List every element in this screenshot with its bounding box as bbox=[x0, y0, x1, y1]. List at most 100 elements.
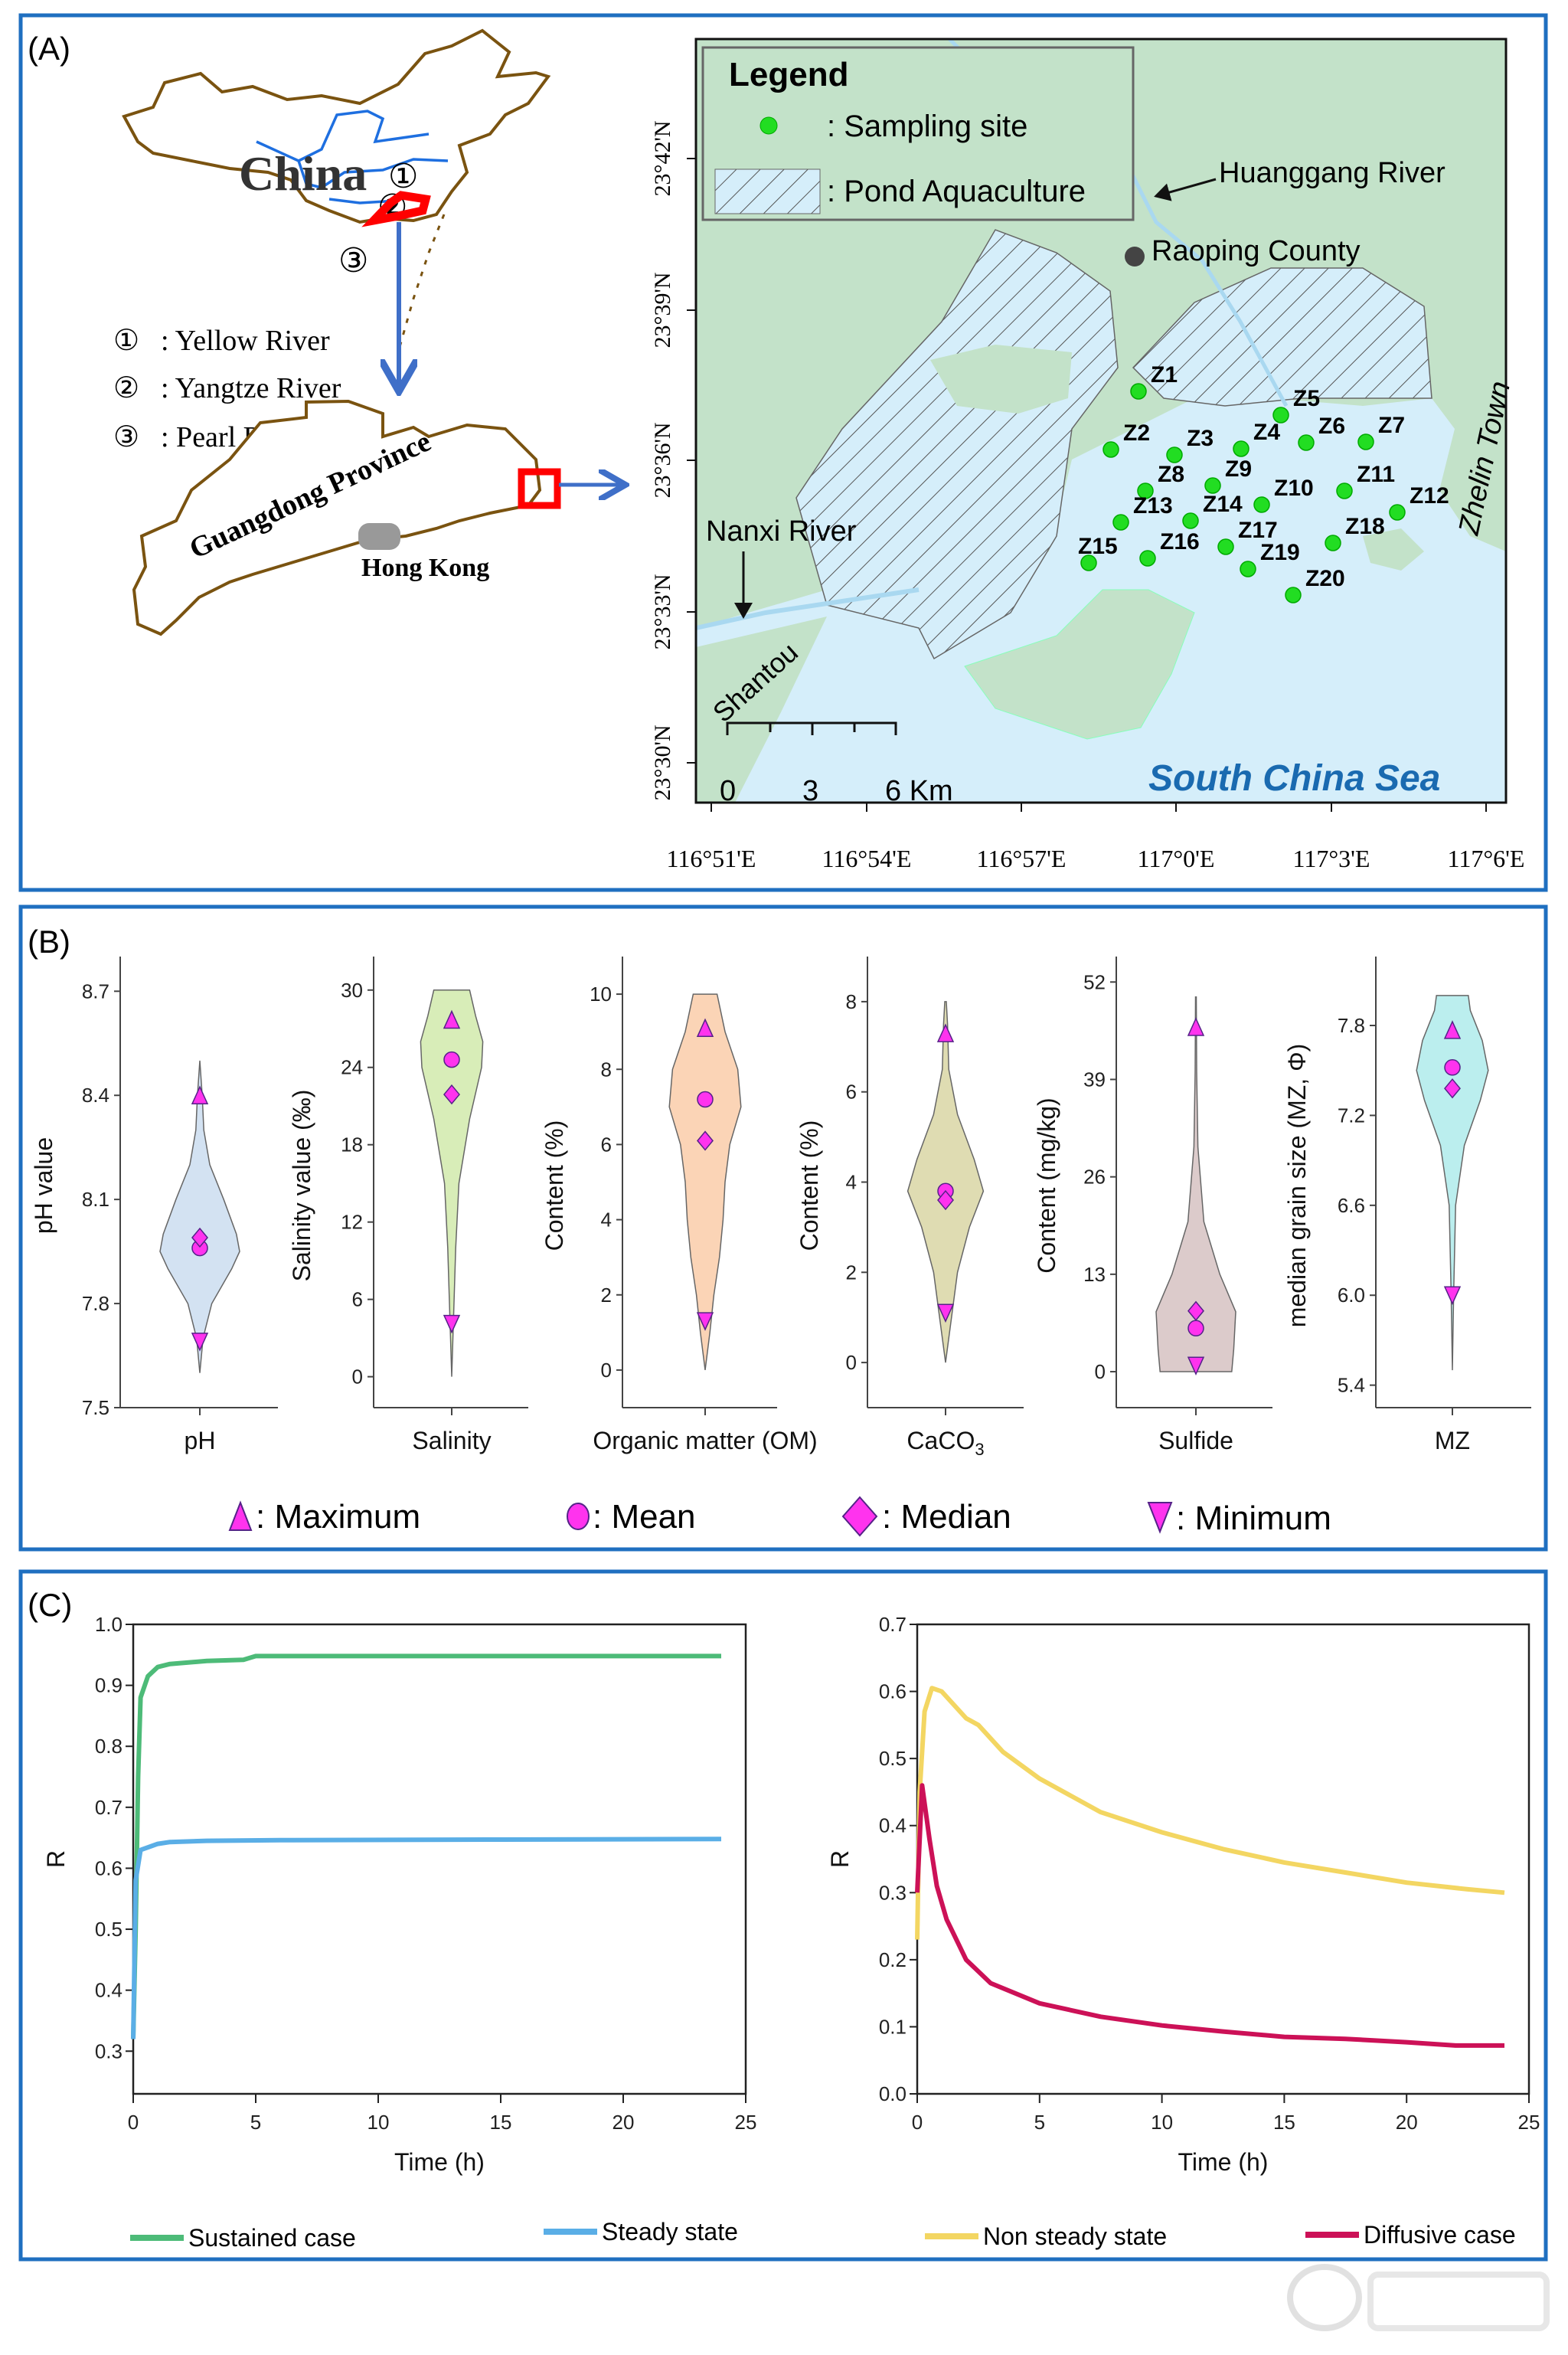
series-line-diffusive-case bbox=[915, 1783, 1504, 2048]
y-tick-label: 8 bbox=[601, 1058, 612, 1081]
median-marker bbox=[937, 1189, 954, 1211]
guangdong-map: Guangdong Province Hong Kong bbox=[132, 399, 622, 636]
inner-land bbox=[930, 345, 1072, 414]
y-tick-label: 6.0 bbox=[1338, 1284, 1365, 1307]
map-graticule-labels: 23°42'N 23°39'N 23°36'N 23°33'N 23°30'N 116°5… bbox=[650, 120, 1524, 872]
y-tick-label: 0.3 bbox=[95, 2039, 122, 2062]
sampling-site-label: Z9 bbox=[1225, 456, 1252, 482]
median-marker-icon bbox=[841, 1496, 878, 1537]
lat-tick-label: 23°42'N bbox=[650, 120, 675, 196]
y-tick-label: 0 bbox=[352, 1366, 363, 1388]
y-tick-label: 7.5 bbox=[82, 1396, 109, 1419]
violin-caco3: 0 2 4 6 8 CaCO3 Content (%) bbox=[795, 957, 1024, 1459]
sampling-site-label: Z15 bbox=[1078, 534, 1118, 559]
mean-marker bbox=[1187, 1320, 1204, 1337]
y-tick-label: 26 bbox=[1083, 1166, 1106, 1189]
panel-a-border bbox=[18, 13, 1548, 892]
y-tick-label: 7.8 bbox=[1338, 1014, 1365, 1037]
scale-label: 0 bbox=[720, 775, 736, 807]
legend-label: Diffusive case bbox=[1364, 2221, 1516, 2249]
sampling-site-marker bbox=[1112, 514, 1129, 531]
y-tick-label: 8.4 bbox=[82, 1084, 109, 1107]
lon-tick-label: 117°3'E bbox=[1293, 845, 1370, 872]
huanggang-label: Huanggang River bbox=[1219, 157, 1446, 189]
sampling-site-marker bbox=[1357, 433, 1374, 450]
y-tick-label: 0.9 bbox=[95, 1674, 122, 1697]
y-tick-label: 10 bbox=[590, 983, 612, 1006]
study-area-map: Legend : Sampling site : Pond Aquacultur… bbox=[650, 38, 1524, 872]
sampling-site-label: Z16 bbox=[1160, 529, 1200, 554]
sampling-site-marker bbox=[1285, 587, 1302, 603]
violin-sulfide: 0 13 26 39 52 Sulfide Content (mg/kg) bbox=[1033, 957, 1272, 1454]
y-tick-label: 18 bbox=[341, 1133, 363, 1156]
sampling-site-label: Z14 bbox=[1203, 492, 1243, 517]
minimum-marker bbox=[1443, 1286, 1462, 1306]
hong-kong-label: Hong Kong bbox=[361, 554, 489, 582]
river-legend-marker: ② bbox=[113, 372, 139, 404]
map-legend-item: : Sampling site bbox=[827, 110, 1027, 143]
y-tick-label: 6 bbox=[352, 1288, 363, 1311]
y-tick-label: 0.5 bbox=[95, 1918, 122, 1941]
mean-marker bbox=[697, 1091, 714, 1108]
category-label: pH bbox=[185, 1427, 216, 1454]
maximum-marker bbox=[1187, 1017, 1205, 1036]
y-tick-label: 52 bbox=[1083, 970, 1106, 993]
sampling-sites: Z1 Z2 Z3 Z4 Z5 Z6 Z7 Z8 Z9 Z10 Z11 Z12 Z13 Z14 Z15 Z16 Z… bbox=[1078, 362, 1449, 603]
median-marker bbox=[191, 1227, 208, 1248]
yangtze-river-line bbox=[297, 158, 449, 189]
subscript: 3 bbox=[975, 1440, 984, 1459]
x-tick-label: 20 bbox=[1396, 2111, 1418, 2134]
minimum-marker bbox=[696, 1312, 714, 1331]
map-legend: Legend : Sampling site : Pond Aquacultur… bbox=[701, 46, 1135, 221]
minimum-marker bbox=[936, 1303, 955, 1323]
scale-label: 3 bbox=[802, 775, 818, 807]
sampling-site-label: Z5 bbox=[1293, 386, 1320, 411]
maximum-marker bbox=[936, 1023, 955, 1042]
x-tick-label: 10 bbox=[368, 2111, 390, 2134]
sampling-site-label: Z20 bbox=[1305, 566, 1345, 591]
category-label: Sulfide bbox=[1158, 1427, 1233, 1454]
map-legend-title: Legend bbox=[729, 56, 848, 93]
category-label: Organic matter (OM) bbox=[593, 1427, 817, 1454]
line-chart-left: 0 5 10 15 20 25 0.3 0.4 0.5 0.6 0.7 0.8 0.9 1.0 Time (… bbox=[42, 1613, 756, 2252]
median-marker bbox=[1444, 1078, 1461, 1099]
sampling-site-label: Z18 bbox=[1345, 514, 1385, 539]
category-label: Salinity bbox=[412, 1427, 491, 1454]
panel-b-label: (B) bbox=[28, 924, 70, 960]
sampling-site-label: Z3 bbox=[1187, 426, 1214, 451]
aquaculture-northeast bbox=[1132, 267, 1432, 407]
y-tick-label: 2 bbox=[601, 1284, 612, 1307]
sampling-site-marker bbox=[1139, 550, 1156, 567]
y-tick-label: 8.7 bbox=[82, 980, 109, 1003]
lat-tick-label: 23°39'N bbox=[650, 272, 675, 348]
sampling-site-marker bbox=[1253, 496, 1270, 513]
study-region-highlight bbox=[361, 191, 431, 227]
y-tick-label: 2 bbox=[846, 1261, 857, 1284]
legend-median: : Median bbox=[882, 1498, 1011, 1536]
river-legend-name: : Yellow River bbox=[161, 325, 330, 357]
violin-body bbox=[159, 1060, 240, 1373]
legend-maximum: : Maximum bbox=[256, 1498, 420, 1536]
line-chart-right: 0 5 10 15 20 25 0.0 0.1 0.2 0.3 0.4 0.5 0.6 0.7 Time (… bbox=[826, 1613, 1540, 2250]
violin-body bbox=[1416, 995, 1489, 1371]
violin-body bbox=[1155, 996, 1236, 1372]
y-tick-label: 0.6 bbox=[879, 1680, 906, 1703]
sampling-site-marker bbox=[1080, 554, 1097, 571]
minimum-marker bbox=[191, 1333, 209, 1352]
lat-tick-label: 23°36'N bbox=[650, 422, 675, 498]
river-legend-name: : Yangtze River bbox=[161, 372, 341, 404]
nanxi-river bbox=[695, 587, 920, 630]
sampling-site-label: Z12 bbox=[1410, 483, 1449, 509]
x-tick-label: 0 bbox=[128, 2111, 139, 2134]
sampling-site-label: Z2 bbox=[1123, 420, 1150, 446]
sampling-site-label: Z1 bbox=[1151, 362, 1178, 388]
river-legend-marker: ③ bbox=[113, 421, 139, 453]
sampling-site-marker bbox=[1102, 441, 1119, 458]
violin-ph: 7.5 7.8 8.1 8.4 8.7 pH pH value bbox=[30, 957, 278, 1454]
y-axis-label: R bbox=[826, 1850, 854, 1868]
y-tick-label: 0.1 bbox=[879, 2015, 906, 2038]
sampling-site-label: Z7 bbox=[1378, 413, 1405, 438]
hong-kong-marker bbox=[358, 523, 400, 550]
sampling-site-label: Z17 bbox=[1238, 518, 1278, 543]
